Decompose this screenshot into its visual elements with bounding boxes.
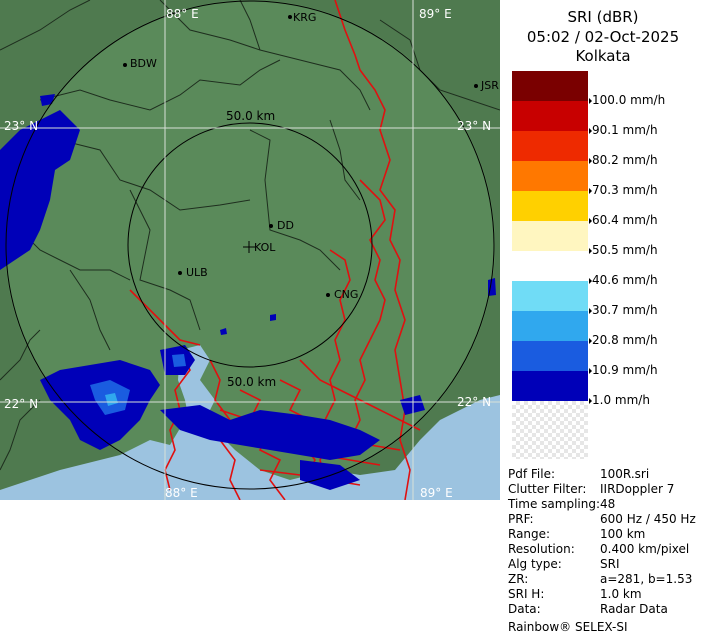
legend-tick-icon <box>589 398 592 404</box>
metadata-key: Range: <box>508 527 551 541</box>
metadata-key: Data: <box>508 602 541 616</box>
lat-label-22-left: 22° N <box>4 397 38 411</box>
legend-swatch <box>512 191 588 221</box>
lat-label-23-left: 23° N <box>4 119 38 133</box>
legend-label: 40.6 mm/h <box>592 273 658 287</box>
radar-site-name: Kolkata <box>575 47 631 65</box>
footer-credit: Rainbow® SELEX-SI <box>508 620 628 634</box>
legend-tick-icon <box>589 128 592 134</box>
legend-swatch <box>512 251 588 281</box>
legend-swatch <box>512 131 588 161</box>
legend-label: 50.5 mm/h <box>592 243 658 257</box>
legend-label: 10.9 mm/h <box>592 363 658 377</box>
legend-tick-icon <box>589 98 592 104</box>
legend-label: 80.2 mm/h <box>592 153 658 167</box>
legend-tick-icon <box>589 218 592 224</box>
legend-swatch <box>512 71 588 101</box>
metadata-value: SRI <box>600 557 620 571</box>
legend-swatch <box>512 161 588 191</box>
legend-swatch <box>512 311 588 341</box>
metadata-key: PRF: <box>508 512 534 526</box>
metadata-value: a=281, b=1.53 <box>600 572 693 586</box>
legend-tick-icon <box>589 248 592 254</box>
metadata-value: 1.0 km <box>600 587 642 601</box>
metadata-key: Pdf File: <box>508 467 556 481</box>
grid-lines <box>0 0 500 500</box>
place-markers <box>123 15 478 297</box>
metadata-row: ZR: a=281, b=1.53 <box>508 572 706 586</box>
legend-label: 100.0 mm/h <box>592 93 666 107</box>
place-label-jsr: JSR <box>480 79 499 92</box>
ring-label-inner-top: 50.0 km <box>226 109 275 123</box>
metadata-key: ZR: <box>508 572 529 586</box>
place-label-dd: DD <box>277 219 294 232</box>
legend-label: 30.7 mm/h <box>592 303 658 317</box>
metadata-value: 600 Hz / 450 Hz <box>600 512 696 526</box>
radar-map: 88° E 89° E 88° E 89° E 23° N 23° N 22° … <box>0 0 500 500</box>
place-label-krg: KRG <box>293 11 316 24</box>
metadata-row: Resolution: 0.400 km/pixel <box>508 542 706 556</box>
legend-tick-icon <box>589 368 592 374</box>
metadata-value: 100R.sri <box>600 467 650 481</box>
place-label-kol: KOL <box>254 241 276 254</box>
lat-label-22-right: 22° N <box>457 395 491 409</box>
metadata-row: Range: 100 km <box>508 527 706 541</box>
legend-swatch <box>512 341 588 371</box>
metadata-row: Clutter Filter: IIRDoppler 7 <box>508 482 706 496</box>
metadata-key: SRI H: <box>508 587 545 601</box>
range-ring-inner <box>127 122 373 368</box>
range-ring-outer <box>5 0 495 490</box>
legend-label: 90.1 mm/h <box>592 123 658 137</box>
lon-label-89-top: 89° E <box>419 7 452 21</box>
lon-label-88-bottom: 88° E <box>165 486 198 500</box>
legend-tick-icon <box>589 278 592 284</box>
rain-echoes <box>0 94 496 490</box>
legend-tick-icon <box>589 338 592 344</box>
metadata-value: 0.400 km/pixel <box>600 542 690 556</box>
metadata-value: Radar Data <box>600 602 668 616</box>
lon-label-89-bottom: 89° E <box>420 486 453 500</box>
legend-swatch <box>512 281 588 311</box>
metadata-row: SRI H: 1.0 km <box>508 587 706 601</box>
place-label-ulb: ULB <box>186 266 208 279</box>
ring-label-inner-bottom: 50.0 km <box>227 375 276 389</box>
metadata-row: Time sampling: 48 <box>508 497 706 511</box>
metadata-key: Clutter Filter: <box>508 482 587 496</box>
metadata-key: Resolution: <box>508 542 575 556</box>
metadata-row: Data: Radar Data <box>508 602 706 616</box>
sea-area <box>0 395 500 500</box>
metadata-value: 100 km <box>600 527 646 541</box>
legend-swatch <box>512 101 588 131</box>
metadata-row: Alg type: SRI <box>508 557 706 571</box>
legend-panel: SRI (dBR) 05:02 / 02-Oct-2025 Kolkata 10… <box>500 0 706 642</box>
product-timestamp: 05:02 / 02-Oct-2025 <box>526 28 680 46</box>
legend-swatch <box>512 221 588 251</box>
metadata-row: PRF: 600 Hz / 450 Hz <box>508 512 706 526</box>
product-title: SRI (dBR) <box>567 8 639 26</box>
metadata-key: Time sampling: <box>508 497 601 511</box>
lon-label-88-top: 88° E <box>166 7 199 21</box>
legend-label: 70.3 mm/h <box>592 183 658 197</box>
legend-label: 60.4 mm/h <box>592 213 658 227</box>
metadata-row: Pdf File: 100R.sri <box>508 467 706 481</box>
legend-tick-icon <box>589 188 592 194</box>
legend-label: 20.8 mm/h <box>592 333 658 347</box>
lat-label-23-right: 23° N <box>457 119 491 133</box>
place-label-cng: CNG <box>334 288 358 301</box>
legend-label: 1.0 mm/h <box>592 393 650 407</box>
legend-swatch <box>512 371 588 401</box>
radar-site-marker <box>243 241 255 253</box>
place-label-bdw: BDW <box>130 57 157 70</box>
legend-tick-icon <box>589 158 592 164</box>
legend-nodata-swatch <box>512 401 588 459</box>
metadata-value: 48 <box>600 497 616 511</box>
legend-tick-icon <box>589 308 592 314</box>
metadata-key: Alg type: <box>508 557 562 571</box>
metadata-value: IIRDoppler 7 <box>600 482 675 496</box>
